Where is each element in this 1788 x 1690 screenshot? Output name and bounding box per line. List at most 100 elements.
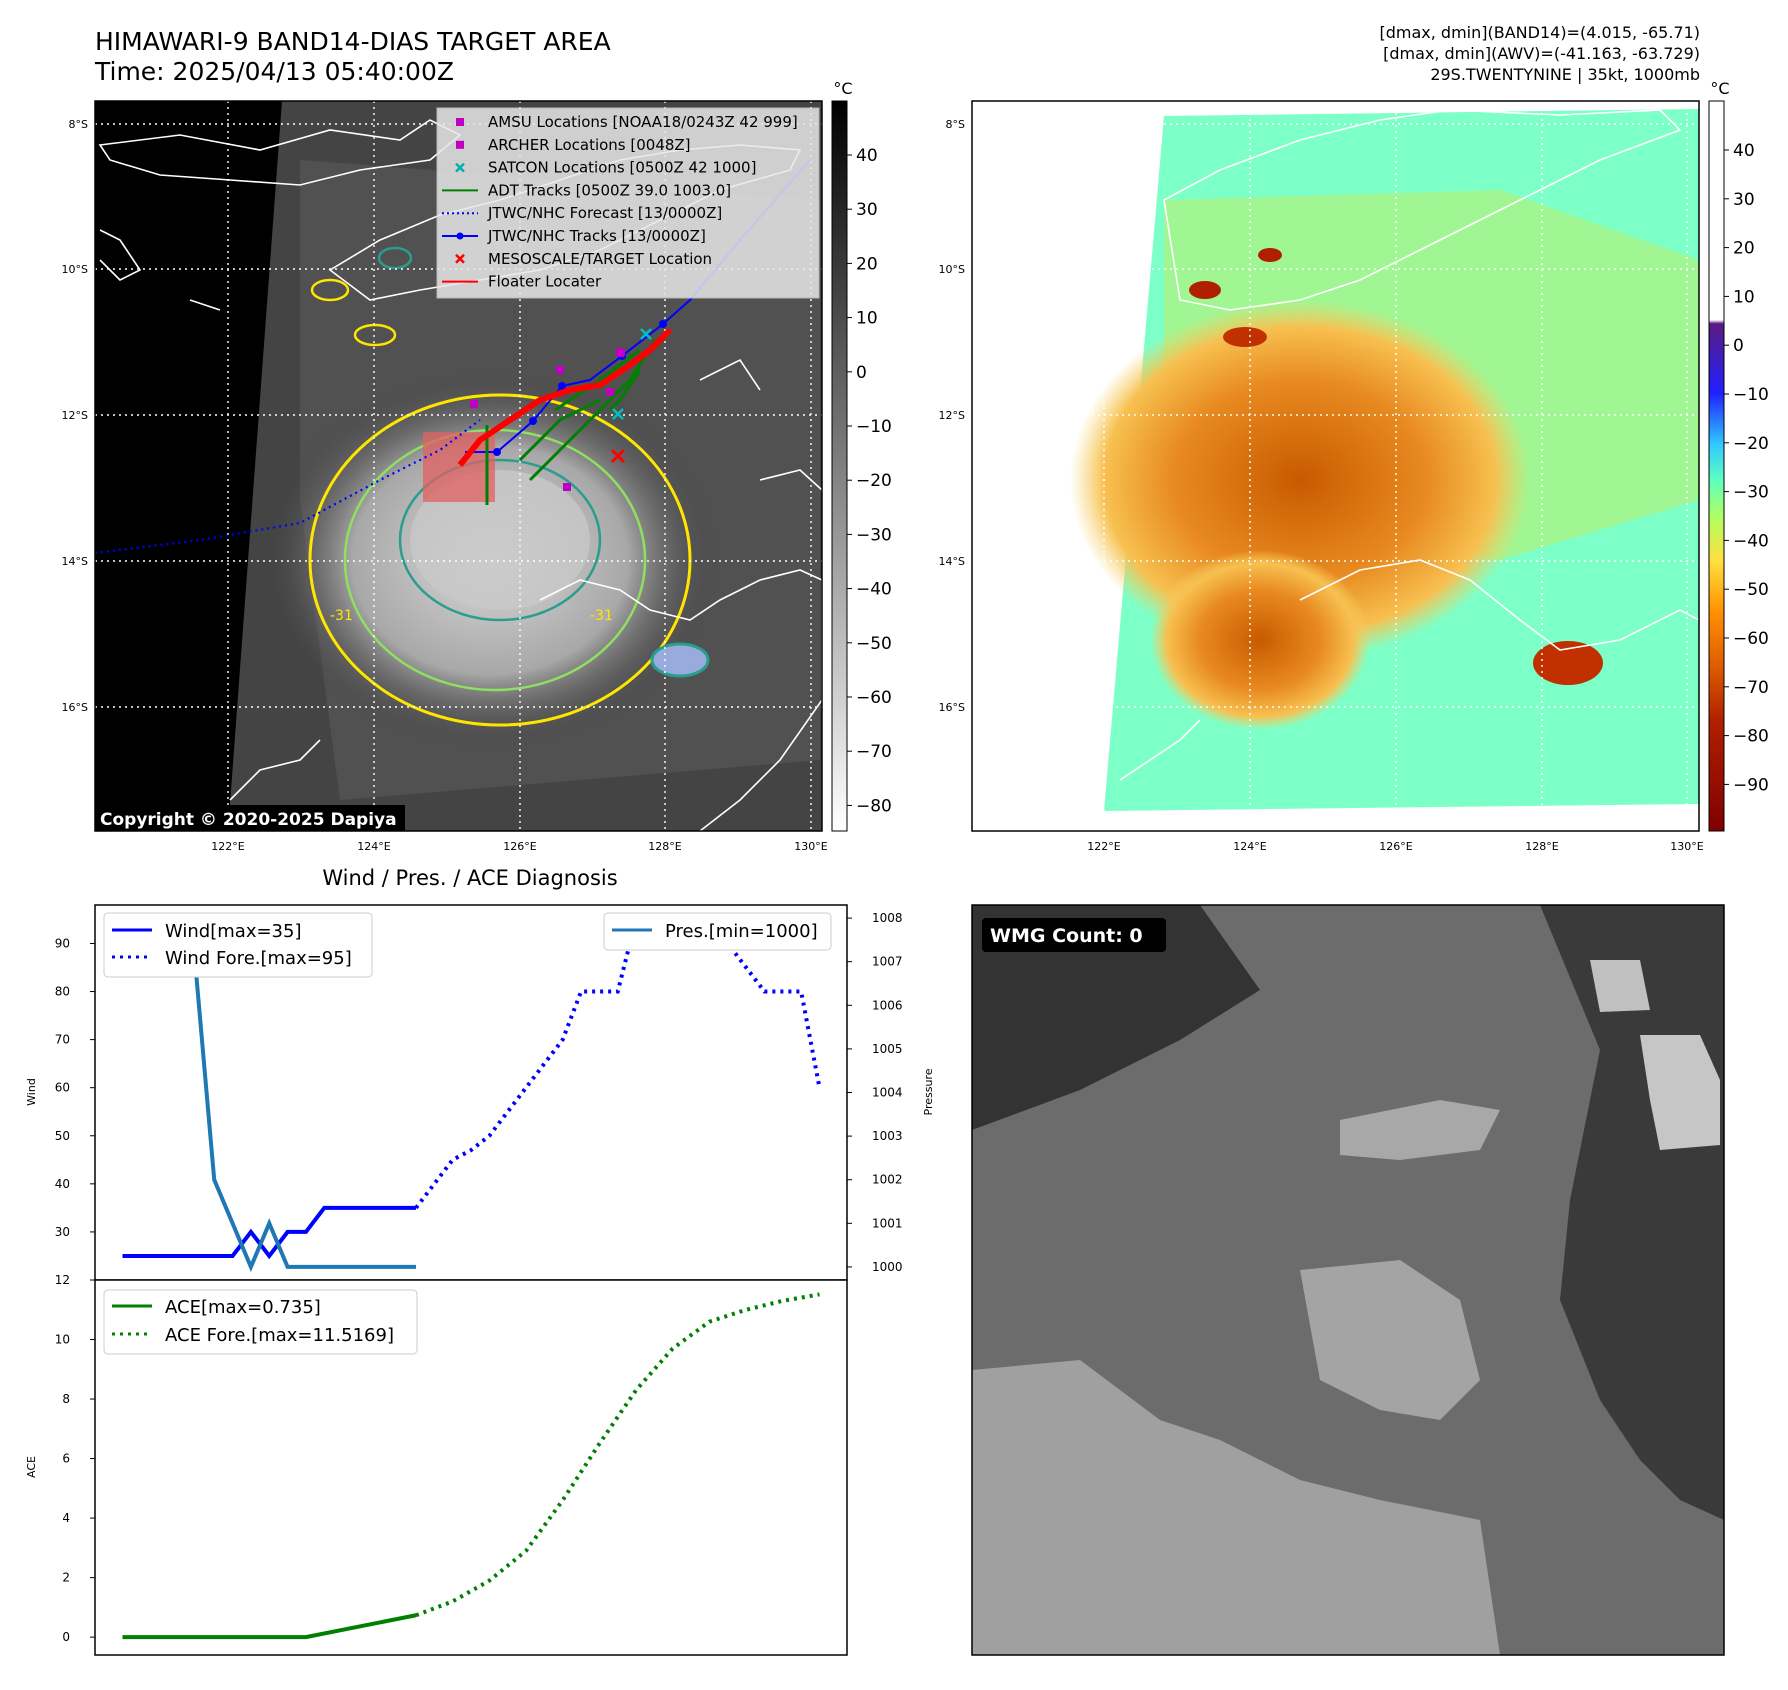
awv-cbar-label: 30 xyxy=(1733,190,1755,210)
pressure-ytick-label: 1008 xyxy=(872,911,903,925)
awv-map-frame xyxy=(971,100,1700,832)
awv-colorbar-unit: °C xyxy=(1710,79,1729,98)
legend-marker-x xyxy=(455,253,465,264)
wmg-light-patch-2 xyxy=(1590,960,1650,1012)
wind-legend-right: Pres.[min=1000] xyxy=(603,912,832,951)
awv-coastline-timor xyxy=(1163,109,1682,311)
contour-small-cell-3 xyxy=(377,246,413,270)
awv-lat-label: 8°S xyxy=(946,118,965,131)
awv-dry-spot-1 xyxy=(1533,641,1603,685)
ir-cbar-label: −70 xyxy=(856,742,892,762)
awv-cbar-label: 10 xyxy=(1733,287,1755,307)
wind-ytick-label: 80 xyxy=(55,985,70,999)
awv-lon-labels: 122°E 124°E 126°E 128°E 130°E xyxy=(1087,840,1703,853)
awv-lon-label: 126°E xyxy=(1379,840,1412,853)
legend-label: MESOSCALE/TARGET Location xyxy=(488,250,712,268)
ir-lon-label: 130°E xyxy=(794,840,827,853)
ir-colorbar-ticks: 40 30 20 10 0 −10 −20 −30 −40 −50 −60 −70 −80 xyxy=(847,146,892,816)
ir-lat-label: 8°S xyxy=(69,118,88,131)
wmg-panel: WMG Count: 0 xyxy=(971,904,1725,1656)
ace-ytick-label: 2 xyxy=(62,1571,70,1585)
wind-ytick-label: 50 xyxy=(55,1129,70,1143)
ace-ytick-label: 6 xyxy=(62,1452,70,1466)
awv-lat-label: 16°S xyxy=(939,701,965,714)
awv-dry-spot-3 xyxy=(1189,281,1221,299)
info-awv: [dmax, dmin](AWV)=(-41.163, -63.729) xyxy=(1383,44,1700,63)
ace-axis-label: ACE xyxy=(25,1456,38,1478)
contour-small-cell xyxy=(650,642,710,678)
legend-marker-dot xyxy=(456,232,464,240)
copyright-text: Copyright © 2020-2025 Dapiya xyxy=(100,810,397,830)
awv-cbar-label: −80 xyxy=(1733,727,1769,747)
legend-wind: Wind[max=35] xyxy=(165,921,302,942)
awv-lat-label: 10°S xyxy=(939,263,965,276)
awv-cbar-label: −40 xyxy=(1733,531,1769,551)
ir-colorbar xyxy=(831,100,848,832)
awv-cbar-label: −50 xyxy=(1733,580,1769,600)
ace-legend: ACE[max=0.735] ACE Fore.[max=11.5169] xyxy=(103,1289,418,1355)
ir-lon-label: 128°E xyxy=(648,840,681,853)
legend-label: Floater Locater xyxy=(488,273,602,291)
awv-lon-label: 128°E xyxy=(1525,840,1558,853)
pressure-ytick-label: 1000 xyxy=(872,1260,903,1274)
wind-axis-label: Wind xyxy=(25,1078,38,1106)
series-ace-forecast xyxy=(415,1292,820,1618)
pressure-ytick-label: 1002 xyxy=(872,1173,903,1187)
wmg-light-patch-1 xyxy=(1640,1035,1720,1150)
ir-colorbar-unit: °C xyxy=(833,79,852,98)
wmg-label-box xyxy=(982,918,1166,952)
pressure-axis-label: Pressure xyxy=(922,1068,935,1115)
target-marker xyxy=(610,448,626,464)
contour-yellow xyxy=(308,393,692,727)
legend-marker-square xyxy=(456,140,464,149)
contour-teal xyxy=(398,458,602,622)
ace-ytick-label: 4 xyxy=(62,1511,70,1525)
ir-lon-label: 126°E xyxy=(503,840,536,853)
wind-ytick-label: 70 xyxy=(55,1033,70,1047)
legend-label: ARCHER Locations [0048Z] xyxy=(488,136,691,154)
legend-label: JTWC/NHC Forecast [13/0000Z] xyxy=(487,204,722,222)
info-band14: [dmax, dmin](BAND14)=(4.015, -65.71) xyxy=(1380,23,1701,42)
ir-cold-core xyxy=(410,470,590,610)
wmg-light-center xyxy=(1300,1260,1480,1420)
ir-cbar-label: −10 xyxy=(856,417,892,437)
copyright-box xyxy=(95,805,405,831)
ace-ytick-label: 12 xyxy=(55,1273,70,1287)
legend-label: ADT Tracks [0500Z 39.0 1003.0] xyxy=(488,181,731,199)
awv-cbar-label: −20 xyxy=(1733,434,1769,454)
awv-lon-label: 130°E xyxy=(1670,840,1703,853)
ace-ytick-label: 0 xyxy=(62,1630,70,1644)
contour-label-left: -31 xyxy=(330,608,353,624)
ir-lat-label: 12°S xyxy=(62,409,88,422)
contour-label-right: -31 xyxy=(590,608,613,624)
awv-cbar-label: −70 xyxy=(1733,678,1769,698)
ir-lat-label: 14°S xyxy=(62,555,88,568)
floater-track xyxy=(457,327,673,467)
amsu-markers xyxy=(470,348,625,491)
jtwc-forecast-track xyxy=(95,419,481,555)
ir-lat-label: 10°S xyxy=(62,263,88,276)
awv-lat-label: 14°S xyxy=(939,555,965,568)
pressure-ytick-label: 1004 xyxy=(872,1086,903,1100)
awv-dry-spot-2 xyxy=(1223,327,1267,347)
satcon-markers xyxy=(612,328,652,420)
pressure-ytick-label: 1001 xyxy=(872,1216,903,1230)
pressure-ytick-label: 1006 xyxy=(872,998,903,1012)
awv-lat-labels: 8°S 10°S 12°S 14°S 16°S xyxy=(939,118,965,714)
awv-cbar-label: 0 xyxy=(1733,336,1744,356)
awv-cbar-label: −90 xyxy=(1733,775,1769,795)
contour-small-cell-4 xyxy=(353,323,397,347)
ace-ytick-label: 10 xyxy=(55,1333,70,1347)
legend-ace-fore: ACE Fore.[max=11.5169] xyxy=(165,1325,394,1346)
wmg-light-bottom xyxy=(972,1360,1500,1655)
series-ace xyxy=(122,1613,417,1640)
wind-ytick-label: 60 xyxy=(55,1081,70,1095)
legend-label: JTWC/NHC Tracks [13/0000Z] xyxy=(487,227,706,245)
ir-legend: AMSU Locations [NOAA18/0243Z 42 999] ARCH… xyxy=(436,107,820,299)
awv-lat-label: 12°S xyxy=(939,409,965,422)
wmg-label: WMG Count: 0 xyxy=(990,925,1143,947)
awv-dry-region xyxy=(1070,300,1530,660)
awv-cbar-label: 20 xyxy=(1733,239,1755,259)
awv-cbar-label: −30 xyxy=(1733,483,1769,503)
figure-title: HIMAWARI-9 BAND14-DIAS TARGET AREA xyxy=(95,27,611,56)
